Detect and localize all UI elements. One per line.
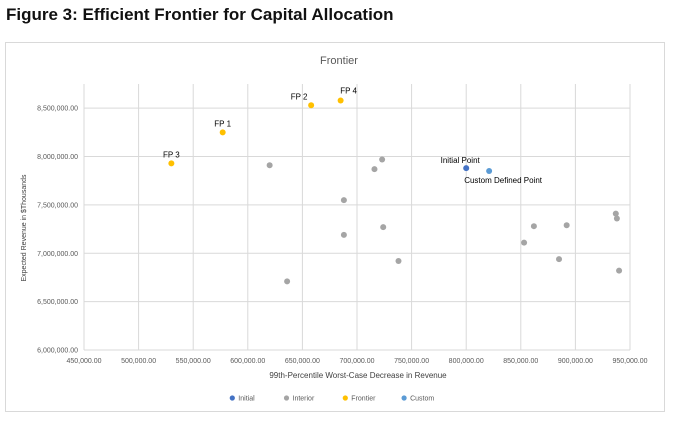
- interior-point: [380, 224, 387, 231]
- y-tick-label: 6,000,000.00: [37, 348, 78, 355]
- x-tick-label: 950,000.00: [612, 358, 647, 365]
- x-tick-label: 700,000.00: [339, 358, 374, 365]
- frontier-point: [337, 97, 344, 104]
- point-label: Custom Defined Point: [464, 176, 543, 185]
- interior-point: [379, 156, 386, 163]
- y-axis-label: Expected Revenue in $Thousands: [21, 174, 28, 282]
- chart-title: Frontier: [320, 55, 358, 67]
- gridlines: [83, 84, 631, 351]
- legend-marker-interior: [283, 395, 290, 401]
- interior-point: [563, 222, 570, 229]
- y-tick-label: 7,500,000.00: [37, 202, 78, 209]
- x-tick-label: 450,000.00: [66, 358, 101, 365]
- point-label: Initial Point: [441, 156, 481, 165]
- x-tick-label: 600,000.00: [230, 358, 265, 365]
- figure-title: Figure 3: Efficient Frontier for Capital…: [6, 5, 394, 24]
- interior-point: [371, 166, 378, 173]
- data-points: [168, 97, 623, 285]
- frontier-point: [308, 102, 315, 109]
- legend-label-custom: Custom: [410, 396, 434, 403]
- interior-point: [521, 239, 528, 246]
- x-tick-label: 650,000.00: [285, 358, 320, 365]
- frontier-point: [219, 129, 226, 136]
- x-tick-label: 800,000.00: [449, 358, 484, 365]
- frontier-point: [168, 160, 175, 167]
- point-label: FP 1: [214, 119, 231, 128]
- x-tick-label: 750,000.00: [394, 358, 429, 365]
- x-tick-label: 550,000.00: [176, 358, 211, 365]
- legend-label-interior: Interior: [293, 396, 315, 403]
- initial-point: [463, 165, 470, 172]
- y-tick-label: 6,500,000.00: [37, 299, 78, 306]
- y-tick-label: 8,500,000.00: [37, 106, 78, 113]
- legend-marker-frontier: [342, 395, 348, 401]
- legend-label-frontier: Frontier: [351, 396, 376, 403]
- y-tick-label: 7,000,000.00: [37, 251, 78, 258]
- x-tick-label: 900,000.00: [558, 358, 593, 365]
- legend: Initial Interior Frontier Custom: [229, 395, 434, 403]
- legend-marker-initial: [229, 395, 235, 401]
- axes: 450,000.00 500,000.00 550,000.00 600,000.00…: [37, 106, 647, 365]
- legend-label-initial: Initial: [238, 396, 255, 403]
- legend-marker-custom: [401, 395, 407, 401]
- custom-point: [486, 168, 493, 175]
- point-labels: Initial Point FP 3 FP 1 FP 2 FP 4 Custom Defi…: [163, 86, 543, 185]
- interior-point: [284, 278, 291, 285]
- interior-point: [340, 197, 347, 204]
- y-tick-label: 8,000,000.00: [37, 154, 78, 161]
- interior-point: [613, 215, 620, 222]
- x-tick-label: 850,000.00: [503, 358, 538, 365]
- x-tick-label: 500,000.00: [121, 358, 156, 365]
- point-label: FP 3: [163, 150, 180, 159]
- interior-point: [395, 258, 402, 265]
- interior-point: [556, 256, 563, 263]
- interior-point: [612, 210, 619, 217]
- point-label: FP 2: [291, 92, 308, 101]
- interior-point: [340, 231, 347, 238]
- interior-point: [616, 267, 623, 274]
- interior-point: [266, 162, 273, 169]
- interior-point: [530, 223, 537, 230]
- point-label: FP 4: [340, 86, 357, 95]
- x-axis-label: 99th-Percentile Worst-Case Decrease in R…: [269, 371, 447, 380]
